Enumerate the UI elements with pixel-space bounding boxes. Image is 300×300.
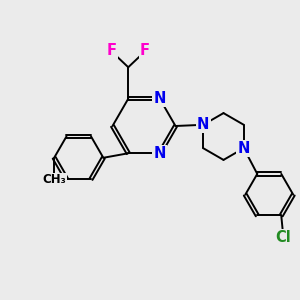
Text: Cl: Cl [275, 230, 291, 245]
Text: N: N [154, 146, 166, 161]
Text: N: N [238, 141, 250, 156]
Text: N: N [197, 117, 209, 132]
Text: F: F [140, 43, 150, 58]
Text: N: N [154, 91, 166, 106]
Text: CH₃: CH₃ [42, 173, 66, 187]
Text: F: F [107, 43, 117, 58]
